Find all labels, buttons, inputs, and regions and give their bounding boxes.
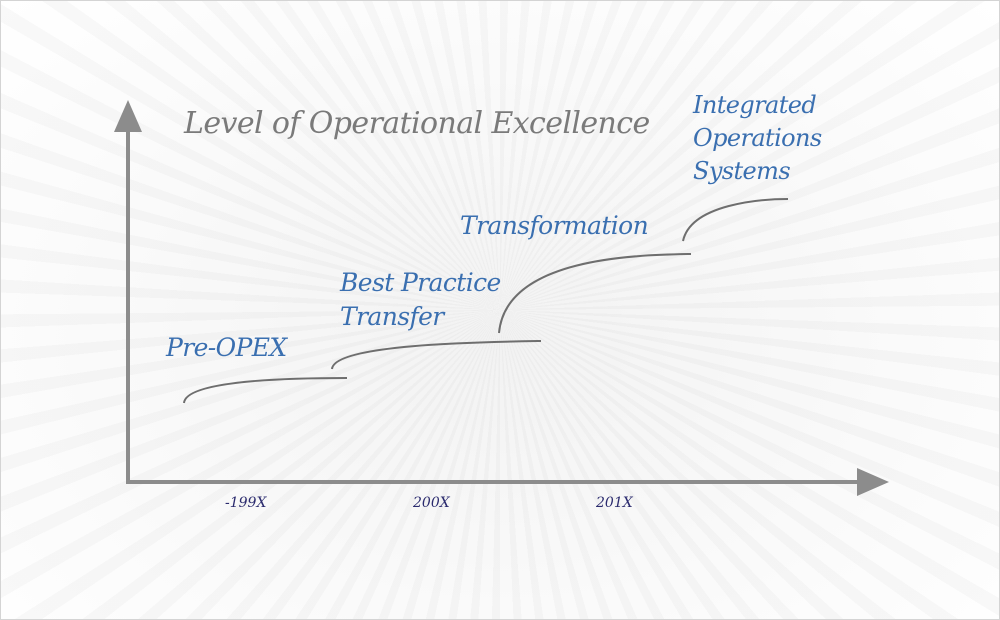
y-axis-title: Level of Operational Excellence — [184, 106, 650, 141]
curve-pre-opex — [183, 377, 348, 404]
stage-label-pre-opex: Pre-OPEX — [166, 333, 287, 362]
curve-integrated-operations-systems — [682, 198, 789, 242]
x-tick-200x: 200X — [413, 495, 450, 511]
curve-best-practice-transfer — [331, 340, 542, 370]
curve-transformation — [498, 253, 692, 334]
stage-label-best-practice-transfer: Best Practice Transfer — [340, 266, 501, 334]
stage-label-integrated-operations-systems: Integrated Operations Systems — [693, 89, 822, 188]
x-axis-arrow-icon — [857, 468, 889, 496]
x-tick-201x: 201X — [596, 495, 633, 511]
stage-label-best-practice-transfer-text: Best Practice Transfer — [340, 268, 501, 331]
x-tick-199x: -199X — [225, 495, 267, 511]
y-axis-arrow-icon — [114, 100, 142, 132]
stage-label-transformation: Transformation — [460, 211, 649, 240]
stage-label-integrated-operations-systems-text: Integrated Operations Systems — [693, 91, 822, 185]
